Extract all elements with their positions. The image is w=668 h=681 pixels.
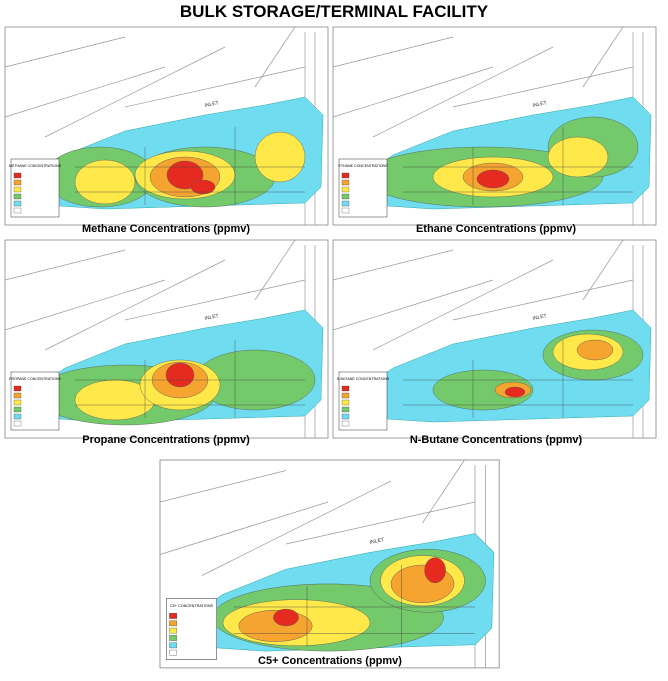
- panel-caption: N-Butane Concentrations (ppmv): [410, 434, 583, 446]
- legend-swatch: [341, 420, 350, 427]
- contour: [576, 339, 614, 361]
- legend-swatch: [13, 193, 22, 200]
- legend-swatch: [341, 193, 350, 200]
- inlet-label: INLET: [204, 100, 219, 109]
- shoreline: [332, 36, 454, 68]
- contour: [74, 159, 136, 205]
- contour: [254, 131, 306, 183]
- legend-swatch: [13, 399, 22, 406]
- legend: METHANE CONCENTRATIONS: [9, 158, 62, 218]
- legend-swatch: [169, 620, 177, 627]
- legend-swatch: [169, 642, 177, 649]
- legend-swatch: [169, 613, 177, 619]
- contour: [476, 169, 510, 189]
- shoreline: [582, 239, 624, 301]
- legend-swatch: [13, 413, 22, 420]
- contour: [165, 362, 195, 388]
- contour: [504, 386, 526, 398]
- inlet-label: INLET: [532, 313, 547, 322]
- shoreline: [332, 66, 494, 118]
- panel-caption: C5+ Concentrations (ppmv): [258, 655, 402, 667]
- shoreline: [4, 36, 126, 68]
- legend-swatch: [341, 392, 350, 399]
- shoreline: [4, 279, 166, 331]
- legend-swatch: [341, 399, 350, 406]
- legend-title: ETHANE CONCENTRATIONS: [338, 164, 388, 168]
- shoreline: [452, 279, 634, 321]
- contour: [424, 557, 446, 584]
- shoreline: [372, 259, 554, 351]
- shoreline: [332, 279, 494, 331]
- legend-title: METHANE CONCENTRATIONS: [9, 164, 62, 168]
- map-panel: INLET C5+ CONCENTRATIONS: [159, 459, 500, 669]
- shoreline: [4, 66, 166, 118]
- shoreline: [201, 480, 392, 576]
- map-panel: INLET ETHANE CONCENTRATIONS: [332, 26, 657, 226]
- legend: C5+ CONCENTRATIONS: [166, 598, 217, 660]
- legend-swatch: [13, 179, 22, 186]
- contour: [190, 179, 216, 195]
- map-panel: INLET PROPANE CONCENTRATIONS: [4, 239, 329, 439]
- shoreline: [452, 66, 634, 108]
- legend-swatch: [13, 207, 22, 214]
- shoreline: [254, 239, 296, 301]
- map-panel: INLET METHANE CONCENTRATIONS: [4, 26, 329, 226]
- legend-swatch: [13, 172, 22, 179]
- legend-swatch: [13, 385, 22, 392]
- legend: N-BUTANE CONCENTRATIONS: [337, 371, 390, 431]
- legend-swatch: [341, 179, 350, 186]
- shoreline: [44, 46, 226, 138]
- legend-box: [166, 598, 217, 660]
- legend-swatch: [13, 420, 22, 427]
- contour: [273, 608, 299, 627]
- shoreline: [44, 259, 226, 351]
- inlet-label: INLET: [532, 100, 547, 109]
- legend-swatch: [341, 172, 350, 179]
- legend-swatch: [341, 413, 350, 420]
- legend: ETHANE CONCENTRATIONS: [338, 158, 388, 218]
- panel-caption: Methane Concentrations (ppmv): [82, 223, 250, 235]
- shoreline: [582, 26, 624, 88]
- figure-title: BULK STORAGE/TERMINAL FACILITY: [180, 2, 489, 21]
- shoreline: [332, 249, 454, 281]
- legend-swatch: [169, 627, 177, 634]
- legend-swatch: [341, 207, 350, 214]
- legend-swatch: [341, 186, 350, 193]
- legend-swatch: [169, 649, 177, 656]
- shoreline: [4, 249, 126, 281]
- legend-title: PROPANE CONCENTRATIONS: [9, 377, 61, 381]
- shoreline: [372, 46, 554, 138]
- legend-swatch: [13, 406, 22, 413]
- shoreline: [254, 26, 296, 88]
- legend-swatch: [13, 200, 22, 207]
- inlet-label: INLET: [204, 313, 219, 322]
- shoreline: [124, 279, 306, 321]
- inlet-label: INLET: [369, 537, 386, 546]
- map-panel: INLET N-BUTANE CONCENTRATIONS: [332, 239, 657, 439]
- shoreline: [124, 66, 306, 108]
- shoreline: [285, 501, 476, 545]
- legend-swatch: [341, 406, 350, 413]
- legend-swatch: [341, 200, 350, 207]
- shoreline: [159, 501, 329, 555]
- legend-title: C5+ CONCENTRATIONS: [170, 604, 214, 608]
- panel-caption: Propane Concentrations (ppmv): [82, 434, 250, 446]
- legend-title: N-BUTANE CONCENTRATIONS: [337, 377, 390, 381]
- contour: [166, 160, 204, 190]
- legend-swatch: [169, 635, 177, 641]
- legend-swatch: [13, 186, 22, 193]
- legend-swatch: [341, 385, 350, 392]
- shoreline: [422, 459, 465, 524]
- shoreline: [159, 470, 287, 503]
- panel-caption: Ethane Concentrations (ppmv): [416, 223, 576, 235]
- legend-swatch: [13, 392, 22, 399]
- legend: PROPANE CONCENTRATIONS: [9, 371, 61, 431]
- contour: [547, 136, 609, 178]
